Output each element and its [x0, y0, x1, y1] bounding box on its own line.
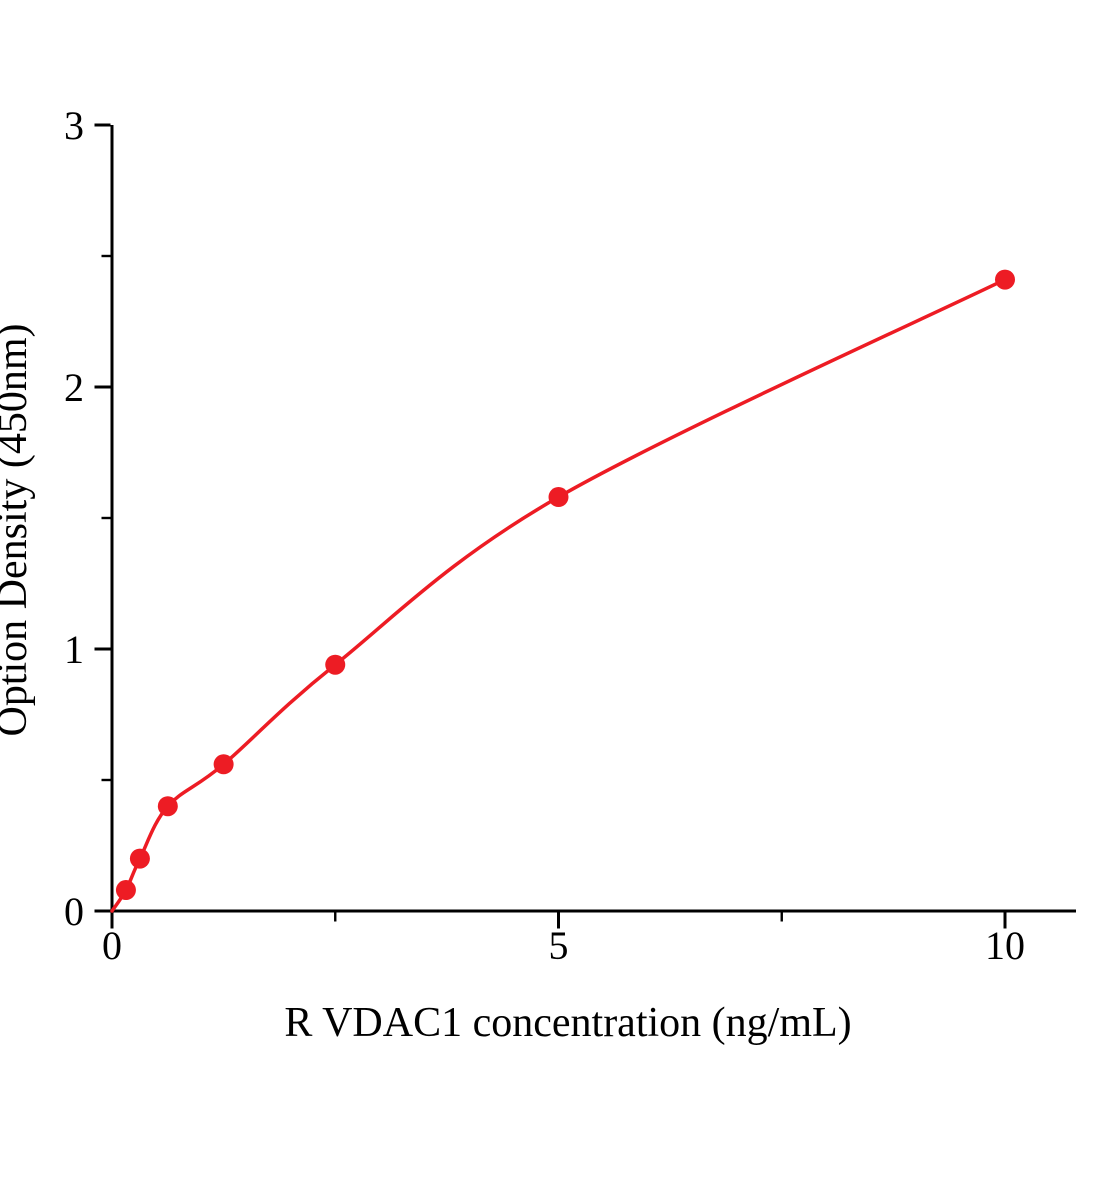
y-tick-label: 2 [64, 365, 84, 410]
x-axis-title: R VDAC1 concentration (ng/mL) [284, 1000, 851, 1046]
x-tick-label: 0 [102, 923, 122, 968]
data-point-marker [548, 487, 569, 508]
y-axis-title: Option Density (450nm) [0, 324, 36, 737]
y-tick-label: 0 [64, 889, 84, 934]
data-point-marker [129, 848, 150, 869]
data-series-layer [110, 269, 1015, 913]
y-tick-label: 3 [64, 103, 84, 148]
data-point-marker [157, 796, 178, 817]
axes-layer: 0 5 10 0 1 2 3 [64, 103, 1076, 968]
data-point-marker [115, 880, 136, 901]
data-point-marker [995, 269, 1015, 290]
data-point-marker [213, 754, 234, 775]
fit-curve [110, 277, 1007, 913]
y-tick-label: 1 [64, 627, 84, 672]
x-tick-label: 10 [985, 923, 1025, 968]
x-tick-label: 5 [549, 923, 569, 968]
data-point-marker [325, 654, 346, 675]
